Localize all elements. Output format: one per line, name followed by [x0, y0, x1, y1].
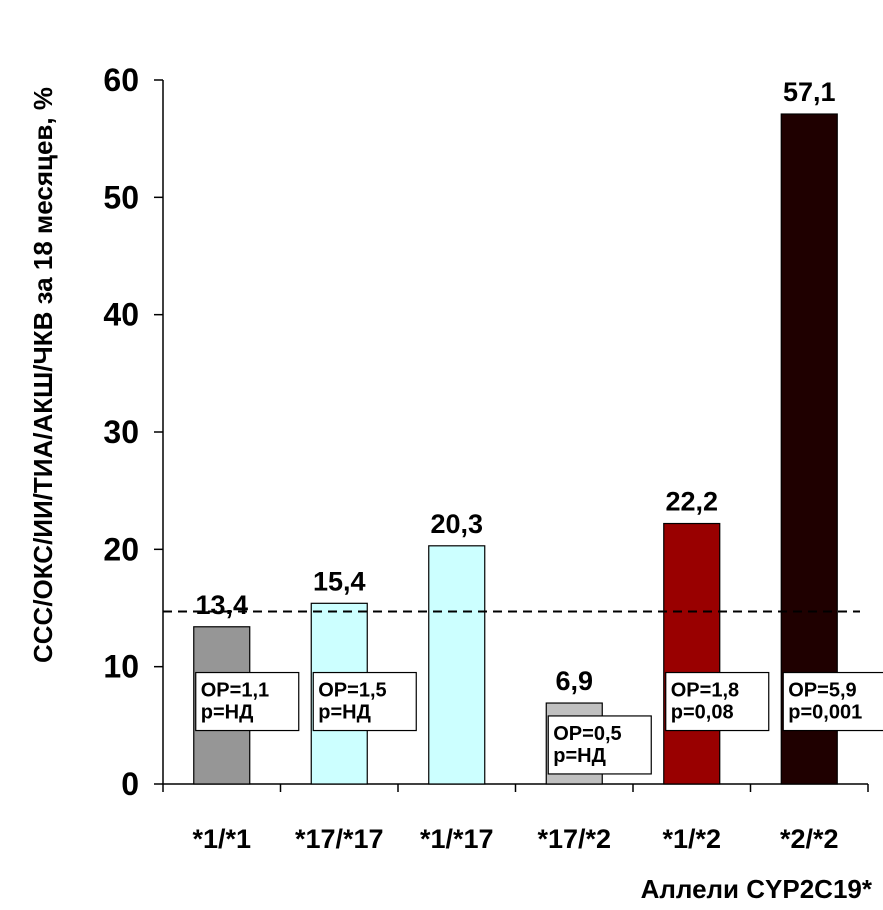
- y-tick-label: 20: [103, 531, 139, 567]
- category-label: *17/*17: [295, 824, 384, 854]
- annotation-or: ОР=1,5: [318, 680, 386, 702]
- annotation-or: ОР=1,8: [671, 680, 739, 702]
- category-label: *2/*2: [780, 824, 839, 854]
- value-label: 22,2: [665, 487, 718, 517]
- y-tick-label: 50: [103, 179, 139, 215]
- annotation-box: [665, 671, 770, 732]
- category-label: *1/*1: [192, 824, 251, 854]
- annotation-box: [547, 715, 652, 775]
- value-label: 6,9: [555, 666, 593, 696]
- category-label: *17/*2: [537, 824, 611, 854]
- y-tick-label: 0: [121, 766, 139, 802]
- annotation-p: р=0,08: [671, 702, 734, 724]
- annotation-box: [312, 671, 417, 732]
- bar: [428, 545, 486, 785]
- annotation-p: р=НД: [318, 702, 371, 724]
- value-label: 13,4: [195, 590, 248, 620]
- bar: [663, 522, 721, 785]
- y-tick-label: 40: [103, 297, 139, 333]
- annotation-p: р=НД: [201, 702, 254, 724]
- annotation-box: [782, 671, 883, 732]
- category-label: *1/*17: [420, 824, 494, 854]
- value-label: 57,1: [783, 77, 836, 107]
- y-tick-label: 10: [103, 649, 139, 685]
- category-label: *1/*2: [662, 824, 721, 854]
- value-label: 15,4: [313, 566, 366, 596]
- plot-area: 0 10 20 30 40 50 60 13,4 *1/*1 15,4 *17/*17 20,3 *1/…: [103, 62, 883, 854]
- annotation-p: р=НД: [553, 745, 606, 767]
- annotation-or: ОР=0,5: [553, 723, 621, 745]
- value-label: 20,3: [430, 509, 483, 539]
- annotation-p: р=0,001: [788, 702, 862, 724]
- y-axis-title: ССС/ОКС/ИИ/ТИА/АКШ/ЧКВ за 18 месяцев, %: [28, 87, 58, 663]
- y-tick-label: 30: [103, 414, 139, 450]
- annotation-or: ОР=5,9: [788, 680, 856, 702]
- annotation-box: [195, 671, 300, 732]
- annotation-or: ОР=1,1: [201, 680, 269, 702]
- y-tick-label: 60: [103, 62, 139, 98]
- x-axis-title: Аллели CYP2C19*: [641, 874, 873, 904]
